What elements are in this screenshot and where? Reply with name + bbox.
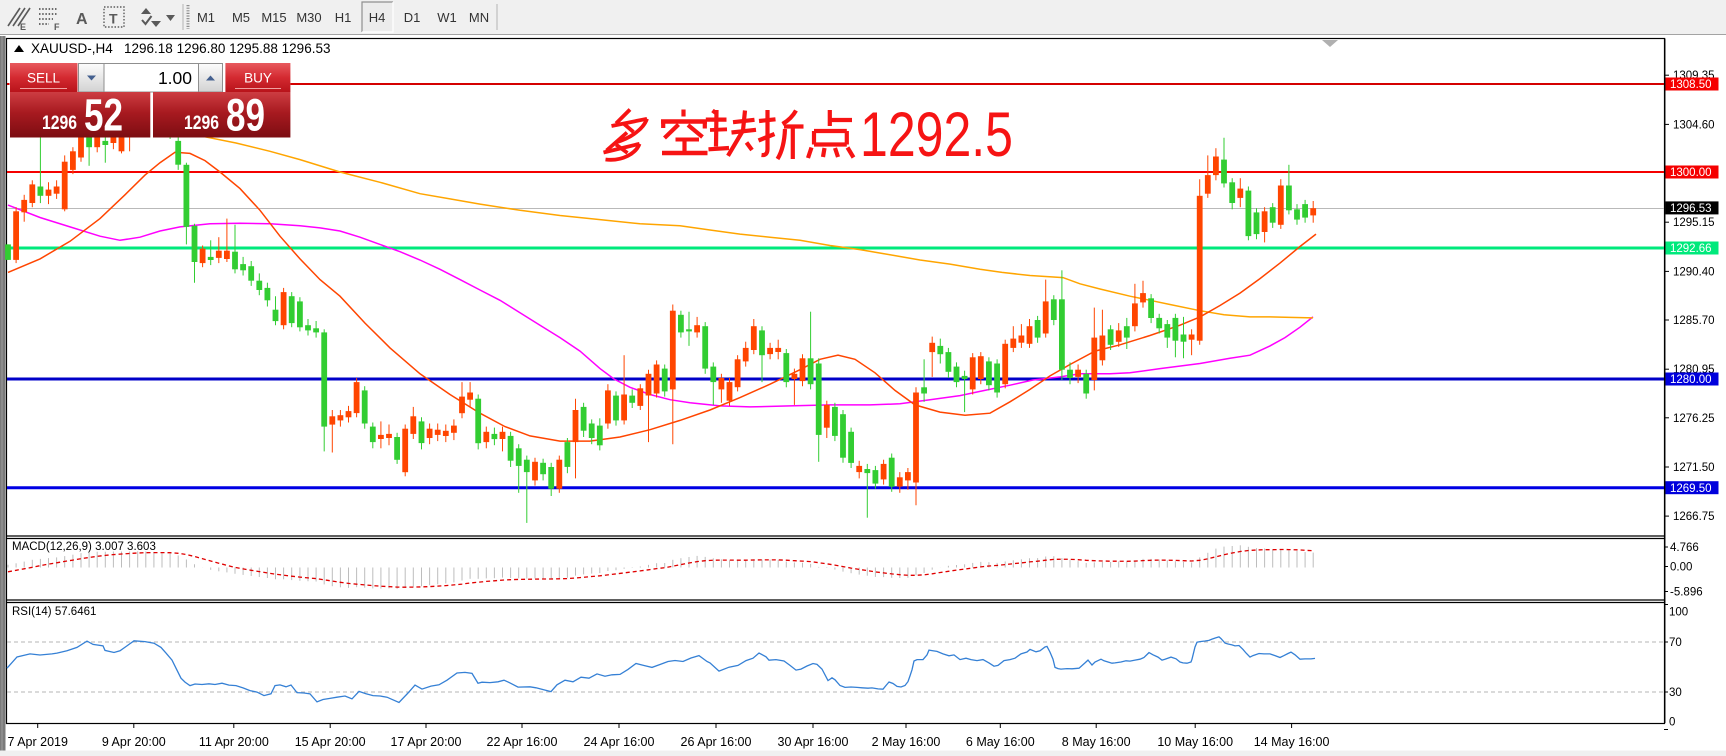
svg-text:BUY: BUY xyxy=(244,71,272,86)
svg-text:1296: 1296 xyxy=(184,113,219,134)
svg-text:SELL: SELL xyxy=(27,71,61,86)
svg-text:D1: D1 xyxy=(404,10,421,25)
svg-text:0: 0 xyxy=(1669,717,1675,729)
svg-text:4.766: 4.766 xyxy=(1670,542,1699,554)
svg-text:1300.00: 1300.00 xyxy=(1670,167,1712,179)
svg-text:6 May 16:00: 6 May 16:00 xyxy=(966,735,1035,749)
svg-text:1292.66: 1292.66 xyxy=(1670,243,1712,255)
svg-text:M30: M30 xyxy=(296,10,321,25)
svg-text:1280.00: 1280.00 xyxy=(1670,374,1712,386)
svg-text:E: E xyxy=(20,22,26,32)
svg-text:1.00: 1.00 xyxy=(158,68,192,88)
svg-text:52: 52 xyxy=(84,90,123,141)
svg-text:100: 100 xyxy=(1669,607,1688,619)
svg-text:24 Apr 16:00: 24 Apr 16:00 xyxy=(584,735,655,749)
svg-text:H4: H4 xyxy=(369,10,386,25)
svg-text:1269.50: 1269.50 xyxy=(1670,483,1712,495)
svg-text:1290.40: 1290.40 xyxy=(1673,266,1715,278)
svg-text:14 May 16:00: 14 May 16:00 xyxy=(1254,735,1330,749)
svg-text:2 May 16:00: 2 May 16:00 xyxy=(872,735,941,749)
svg-text:17 Apr 20:00: 17 Apr 20:00 xyxy=(391,735,462,749)
svg-text:1285.70: 1285.70 xyxy=(1673,315,1715,327)
svg-text:1276.25: 1276.25 xyxy=(1673,413,1715,425)
svg-text:1266.75: 1266.75 xyxy=(1673,511,1715,523)
svg-text:W1: W1 xyxy=(437,10,457,25)
svg-text:A: A xyxy=(76,11,88,28)
svg-text:1271.50: 1271.50 xyxy=(1673,462,1715,474)
svg-text:1292.5: 1292.5 xyxy=(860,100,1013,170)
svg-text:1295.15: 1295.15 xyxy=(1673,217,1715,229)
svg-text:70: 70 xyxy=(1669,637,1682,649)
svg-text:MACD(12,26,9) 3.007 3.603: MACD(12,26,9) 3.007 3.603 xyxy=(12,541,156,553)
svg-text:1304.60: 1304.60 xyxy=(1673,119,1715,131)
svg-text:9 Apr 20:00: 9 Apr 20:00 xyxy=(102,735,166,749)
svg-text:22 Apr 16:00: 22 Apr 16:00 xyxy=(487,735,558,749)
svg-text:10 May 16:00: 10 May 16:00 xyxy=(1157,735,1233,749)
svg-text:15 Apr 20:00: 15 Apr 20:00 xyxy=(295,735,366,749)
svg-text:1308.50: 1308.50 xyxy=(1670,79,1712,91)
svg-text:XAUUSD-,H4 1296.18 1296.80 1: XAUUSD-,H4 1296.18 1296.80 1295.88 1296.… xyxy=(31,41,330,56)
svg-text:0.00: 0.00 xyxy=(1670,562,1692,574)
svg-text:RSI(14) 57.6461: RSI(14) 57.6461 xyxy=(12,606,96,618)
svg-text:M5: M5 xyxy=(232,10,250,25)
svg-text:F: F xyxy=(54,22,60,32)
svg-text:H1: H1 xyxy=(335,10,352,25)
svg-text:M1: M1 xyxy=(197,10,215,25)
svg-text:-5.896: -5.896 xyxy=(1670,587,1703,599)
svg-text:M15: M15 xyxy=(261,10,286,25)
svg-text:1296: 1296 xyxy=(42,113,77,134)
svg-text:26 Apr 16:00: 26 Apr 16:00 xyxy=(681,735,752,749)
svg-text:1296.53: 1296.53 xyxy=(1670,203,1712,215)
svg-text:89: 89 xyxy=(226,90,265,141)
svg-text:MN: MN xyxy=(469,10,489,25)
svg-text:8 May 16:00: 8 May 16:00 xyxy=(1062,735,1131,749)
svg-text:7 Apr 2019: 7 Apr 2019 xyxy=(7,735,68,749)
svg-text:30: 30 xyxy=(1669,687,1682,699)
svg-text:T: T xyxy=(109,11,118,27)
svg-text:11 Apr 20:00: 11 Apr 20:00 xyxy=(199,735,269,749)
svg-text:30 Apr 16:00: 30 Apr 16:00 xyxy=(778,735,849,749)
